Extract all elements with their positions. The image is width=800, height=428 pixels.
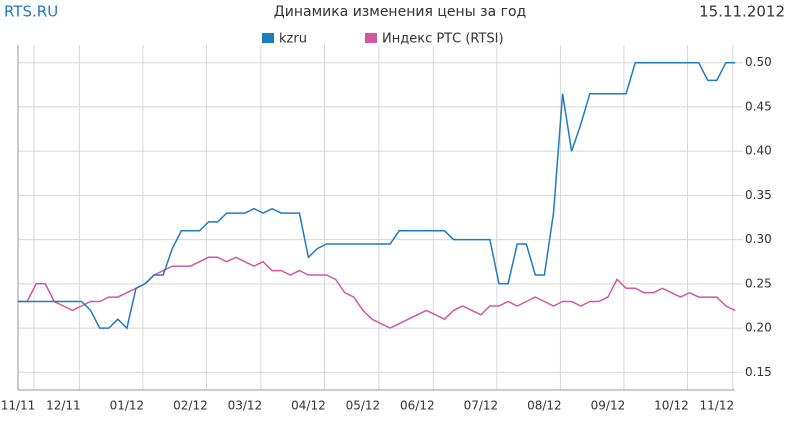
x-tick-label: 12/11	[46, 399, 81, 413]
y-tick-label: 0.45	[745, 99, 772, 113]
legend-label: kzru	[279, 32, 307, 47]
series-line	[18, 256, 736, 329]
x-tick-label: 11/11	[1, 399, 36, 413]
x-tick-label: 09/12	[591, 399, 626, 413]
series-line	[18, 61, 735, 330]
y-tick-label: 0.15	[745, 365, 772, 379]
legend-label: Индекс РТС (RTSI)	[382, 32, 504, 47]
x-tick-label: 04/12	[291, 399, 326, 413]
y-tick-label: 0.35	[745, 188, 772, 202]
x-tick-label: 11/12	[700, 399, 735, 413]
chart-title: Динамика изменения цены за год	[274, 4, 526, 20]
x-tick-label: 06/12	[400, 399, 435, 413]
legend-swatch	[262, 33, 274, 43]
y-tick-label: 0.40	[745, 144, 772, 158]
x-tick-label: 07/12	[464, 399, 499, 413]
y-tick-label: 0.50	[745, 55, 772, 69]
x-tick-label: 01/12	[110, 399, 145, 413]
x-tick-label: 05/12	[346, 399, 381, 413]
y-tick-label: 0.25	[745, 276, 772, 290]
source: RTS.RU	[4, 3, 58, 21]
y-tick-label: 0.30	[745, 232, 772, 246]
date: 15.11.2012	[699, 3, 785, 21]
x-tick-label: 08/12	[527, 399, 562, 413]
y-tick-label: 0.20	[745, 321, 772, 335]
x-tick-label: 03/12	[228, 399, 263, 413]
legend-swatch	[365, 33, 377, 43]
x-tick-label: 02/12	[173, 399, 208, 413]
x-tick-label: 10/12	[654, 399, 689, 413]
